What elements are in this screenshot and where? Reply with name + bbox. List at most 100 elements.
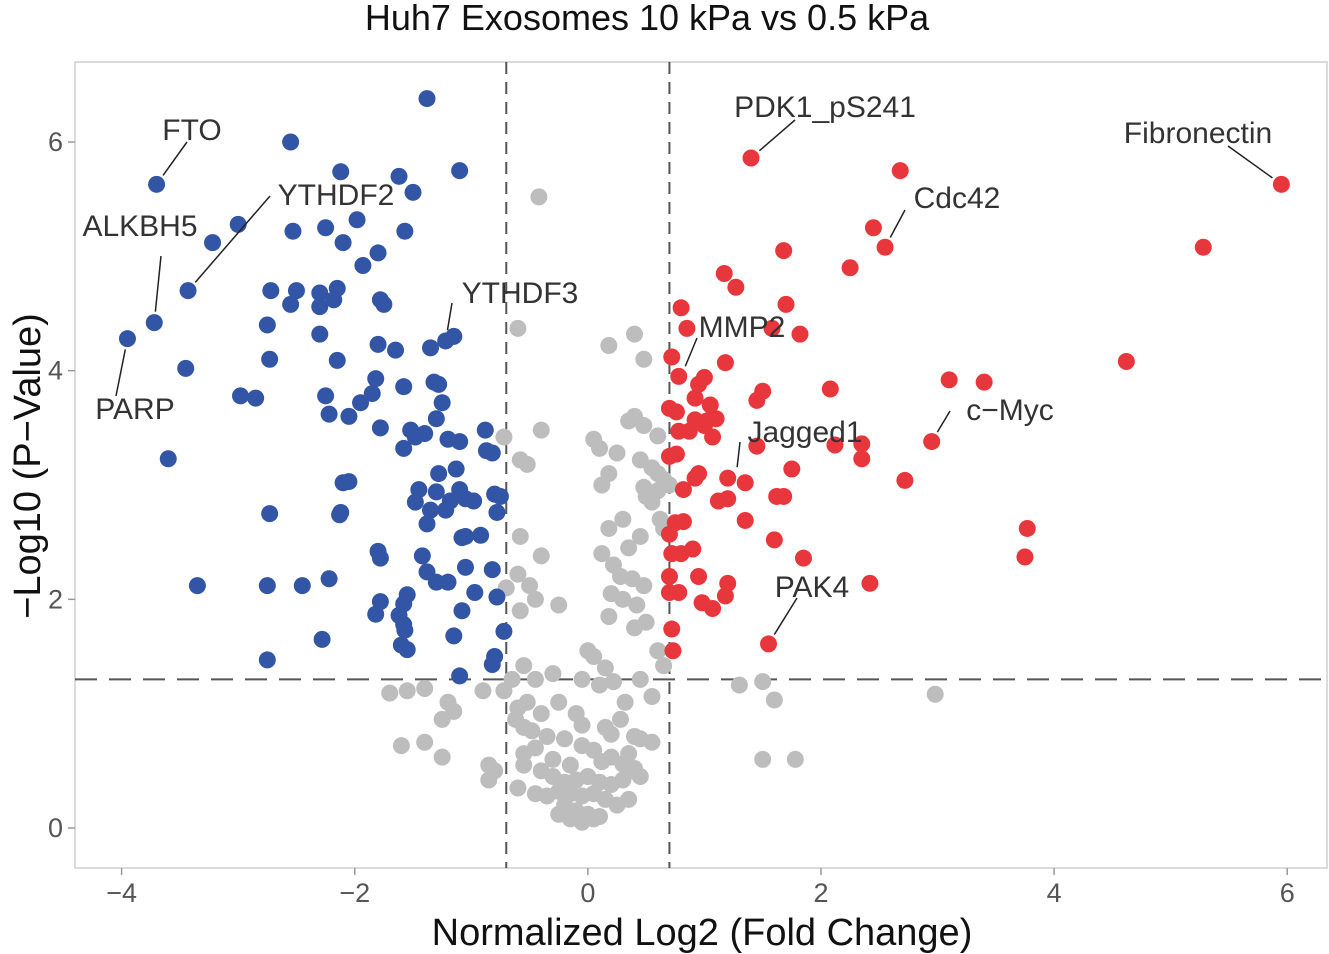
not-significant-point: [643, 493, 661, 511]
not-significant-point: [926, 685, 944, 703]
not-significant-point: [509, 565, 527, 583]
downregulated-point: [483, 561, 501, 579]
not-significant-point: [649, 642, 667, 660]
not-significant-point: [518, 455, 536, 473]
downregulated-point: [282, 133, 300, 151]
y-tick-label: 6: [48, 127, 63, 157]
not-significant-point: [416, 733, 434, 751]
not-significant-point: [532, 705, 550, 723]
upregulated-point: [975, 373, 993, 391]
not-significant-point: [637, 613, 655, 631]
not-significant-point: [573, 716, 591, 734]
upregulated-point: [775, 487, 793, 505]
not-significant-point: [518, 693, 536, 711]
upregulated-point: [690, 375, 708, 393]
not-significant-point: [538, 728, 556, 746]
not-significant-point: [532, 421, 550, 439]
not-significant-point: [544, 665, 562, 683]
not-significant-point: [786, 750, 804, 768]
upregulated-point: [670, 367, 688, 385]
upregulated-point: [763, 319, 781, 337]
downregulated-point: [177, 359, 195, 377]
downregulated-point: [396, 222, 414, 240]
y-tick-label: 4: [48, 356, 63, 386]
downregulated-point: [451, 162, 469, 180]
downregulated-point: [320, 570, 338, 588]
not-significant-point: [591, 439, 609, 457]
downregulated-point: [332, 163, 350, 181]
downregulated-point: [427, 410, 445, 428]
downregulated-point: [188, 577, 206, 595]
annotation-label: PAK4: [775, 571, 850, 604]
y-axis-label: −Log10 (P−Value): [7, 313, 49, 619]
downregulated-point: [284, 222, 302, 240]
upregulated-point: [940, 371, 958, 389]
annotation-leader-line: [1227, 145, 1273, 179]
downregulated-point: [328, 351, 346, 369]
upregulated-point: [748, 391, 766, 409]
not-significant-point: [511, 602, 529, 620]
downregulated-point: [395, 439, 413, 457]
not-significant-point: [585, 810, 603, 828]
upregulated-point: [674, 481, 692, 499]
downregulated-point: [495, 622, 513, 640]
not-significant-point: [433, 748, 451, 766]
annotation-leader-line: [115, 349, 127, 397]
downregulated-point: [282, 295, 300, 313]
downregulated-point: [483, 444, 501, 462]
upregulated-point: [891, 162, 909, 180]
upregulated-point: [923, 433, 941, 451]
upregulated-point: [760, 635, 778, 653]
not-significant-point: [521, 577, 539, 595]
y-tick-label: 0: [48, 813, 63, 843]
upregulated-point: [672, 299, 690, 317]
upregulated-point: [1117, 353, 1135, 371]
downregulated-point: [328, 279, 346, 297]
downregulated-point: [375, 295, 393, 313]
not-significant-point: [616, 693, 634, 711]
downregulated-point: [293, 577, 311, 595]
downregulated-point: [387, 341, 405, 359]
annotation-label: MMP2: [699, 311, 786, 344]
not-significant-point: [631, 527, 649, 545]
upregulated-point: [742, 149, 760, 167]
downregulated-point: [311, 325, 329, 343]
upregulated-point: [864, 219, 882, 237]
not-significant-point: [635, 350, 653, 368]
downregulated-point: [369, 335, 387, 353]
downregulated-point: [472, 526, 490, 544]
upregulated-point: [678, 319, 696, 337]
downregulated-point: [456, 527, 474, 545]
not-significant-point: [495, 682, 513, 700]
downregulated-point: [334, 234, 352, 252]
not-significant-point: [550, 596, 568, 614]
downregulated-point: [229, 215, 247, 233]
downregulated-point: [430, 375, 448, 393]
not-significant-point: [593, 545, 611, 563]
not-significant-point: [600, 519, 618, 537]
upregulated-point: [791, 325, 809, 343]
not-significant-point: [515, 756, 533, 774]
not-significant-point: [573, 670, 591, 688]
annotation-leader-line: [936, 410, 951, 433]
not-significant-point: [596, 659, 614, 677]
downregulated-point: [491, 487, 509, 505]
downregulated-point: [258, 577, 276, 595]
not-significant-point: [635, 417, 653, 435]
downregulated-point: [422, 501, 440, 519]
upregulated-point: [826, 436, 844, 454]
downregulated-point: [261, 505, 279, 523]
upregulated-point: [716, 587, 734, 605]
not-significant-point: [593, 476, 611, 494]
not-significant-point: [433, 710, 451, 728]
not-significant-point: [620, 790, 638, 808]
upregulated-point: [690, 567, 708, 585]
downregulated-point: [390, 167, 408, 185]
upregulated-point: [660, 583, 678, 601]
not-significant-point: [614, 590, 632, 608]
annotation-label: YTHDF3: [462, 277, 579, 310]
not-significant-point: [523, 722, 541, 740]
not-significant-point: [643, 733, 661, 751]
downregulated-point: [406, 493, 424, 511]
